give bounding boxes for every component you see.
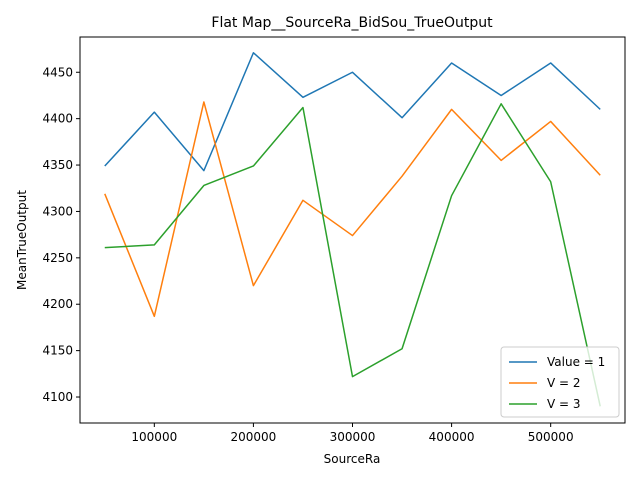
y-axis-ticks: 4100 4150 4200 4250 4300 4350 4400 4450 xyxy=(42,65,80,404)
legend-label-1: Value = 1 xyxy=(547,355,605,369)
y-axis-label: MeanTrueOutput xyxy=(15,190,29,290)
legend: Value = 1 V = 2 V = 3 xyxy=(500,346,620,418)
y-tick-label: 4200 xyxy=(42,297,73,311)
x-tick-label: 300000 xyxy=(330,430,376,444)
series-line-1 xyxy=(104,52,601,172)
chart-title: Flat Map__SourceRa_BidSou_TrueOutput xyxy=(211,15,493,31)
series-line-2 xyxy=(104,101,601,318)
y-tick-label: 4400 xyxy=(42,112,73,126)
legend-label-3: V = 3 xyxy=(547,397,581,411)
y-tick-label: 4350 xyxy=(42,158,73,172)
y-tick-label: 4450 xyxy=(42,65,73,79)
x-tick-label: 500000 xyxy=(528,430,574,444)
y-tick-label: 4150 xyxy=(42,344,73,358)
x-tick-label: 100000 xyxy=(131,430,177,444)
x-tick-label: 400000 xyxy=(429,430,475,444)
y-tick-label: 4100 xyxy=(42,390,73,404)
legend-box xyxy=(500,346,620,418)
series-layer xyxy=(104,52,601,407)
series-line-3 xyxy=(104,103,601,407)
x-tick-label: 200000 xyxy=(231,430,277,444)
x-axis-label: SourceRa xyxy=(324,452,381,466)
x-axis-ticks: 100000 200000 300000 400000 500000 xyxy=(131,423,574,444)
y-tick-label: 4300 xyxy=(42,204,73,218)
y-tick-label: 4250 xyxy=(42,251,73,265)
legend-label-2: V = 2 xyxy=(547,376,581,390)
